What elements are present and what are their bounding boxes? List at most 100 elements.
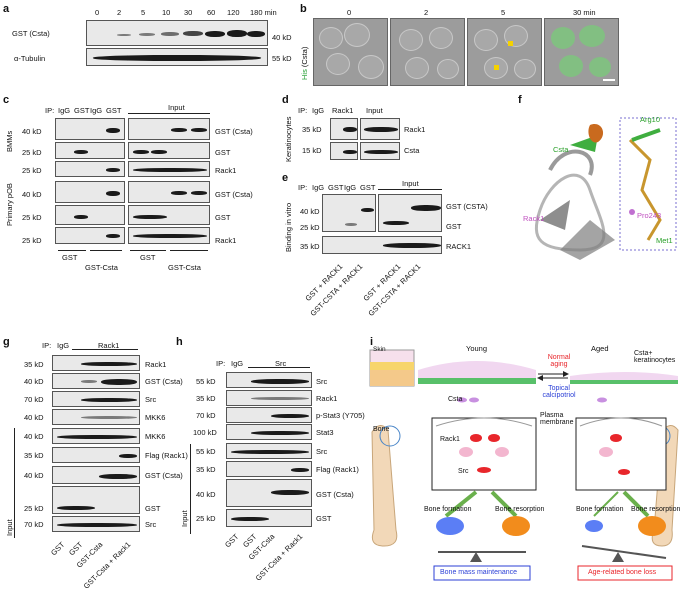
blot (52, 409, 140, 425)
blot (55, 161, 125, 177)
row-label: Flag (Rack1) (145, 451, 188, 460)
row-label: GST (145, 504, 161, 513)
mw-label: 55 kD (196, 447, 216, 456)
src-label: Src (458, 468, 469, 475)
lane-label: GST (328, 183, 344, 192)
mw-label: 40 kD (24, 432, 44, 441)
panel-f-label: f (518, 94, 522, 106)
group-label: BMMs (5, 130, 14, 152)
row-label: Rack1 (316, 394, 338, 403)
mw-label: 40 kD (24, 377, 44, 386)
lane-bottom: GST-Csta (168, 263, 201, 272)
lane-label: GST (74, 106, 90, 115)
row-label: GST (215, 213, 231, 222)
panel-b-label: b (300, 3, 307, 15)
row-label: GST (Csta) (215, 127, 253, 136)
rack1-label: Rack1 (523, 214, 545, 223)
row-label: Csta (404, 146, 420, 155)
row-label: GST (316, 514, 332, 523)
mw-label: 70 kD (24, 395, 44, 404)
mw-label: 40 kD (272, 33, 292, 42)
arg10-label: Arg10 (640, 115, 661, 124)
mw-label: 25 kD (24, 504, 44, 513)
normal-aging-label: Normal aging (547, 354, 571, 368)
mw-label: 35 kD (24, 451, 44, 460)
blot (55, 227, 125, 244)
mw-label: 25 kD (22, 148, 42, 157)
blot (226, 443, 312, 459)
blot (226, 479, 312, 507)
ip-label: IP: (298, 183, 308, 192)
rack1-label: Rack1 (440, 436, 460, 443)
panel-i-label: i (370, 336, 374, 348)
blot (52, 428, 140, 444)
blot (52, 373, 140, 389)
lane-label: IgG (312, 183, 325, 192)
ip-label: IP: (45, 106, 55, 115)
time-label: 0 (347, 8, 352, 17)
lane-label: IgG (344, 183, 357, 192)
blot (52, 355, 140, 371)
mw-label: 70 kD (196, 411, 216, 420)
mw-label: 35 kD (302, 125, 322, 134)
row-label: α-Tubulin (14, 54, 46, 63)
young-label: Young (466, 344, 487, 353)
time-label: 5 (501, 8, 506, 17)
mw-label: 35 kD (196, 465, 216, 474)
row-label: Stat3 (316, 428, 334, 437)
mw-label: 25 kD (22, 236, 42, 245)
time-label: 120 (227, 8, 240, 17)
panel-e-label: e (282, 172, 289, 184)
time-label: 2 (117, 8, 122, 17)
blot (226, 424, 312, 440)
mw-label: 25 kD (22, 213, 42, 222)
input-label: Input (402, 179, 419, 188)
lane-label: GST (106, 106, 122, 115)
mw-label: 35 kD (24, 360, 44, 369)
bone-label: Bone (373, 426, 390, 433)
schematic-diagram (369, 349, 679, 581)
blot (360, 142, 400, 160)
row-label: GST (Csta) (145, 377, 183, 386)
bone-loss-label: Age-related bone loss (588, 569, 657, 576)
mw-label: 35 kD (196, 394, 216, 403)
blot (128, 161, 210, 177)
blot-tubulin (86, 48, 268, 66)
scale-bar (603, 79, 615, 81)
blot (52, 391, 140, 407)
mw-label: 25 kD (22, 166, 42, 175)
panel-c-label: c (3, 94, 10, 106)
bone-resorption-label: Bone resorption (495, 506, 545, 513)
lane-label: IgG (312, 106, 325, 115)
csta-label: Csta (553, 145, 569, 154)
blot (52, 486, 140, 514)
lane-label: IgG (58, 106, 71, 115)
row-label: Src (316, 447, 328, 456)
mw-label: 40 kD (196, 490, 216, 499)
lane-label: IgG (57, 341, 70, 350)
row-label: GST (CSTA) (446, 202, 488, 211)
aged-label: Aged (591, 344, 609, 353)
blot (360, 118, 400, 140)
blot (226, 509, 312, 527)
row-label: GST (Csta) (145, 471, 183, 480)
row-label: GST (Csta) (316, 490, 354, 499)
mw-label: 25 kD (300, 223, 320, 232)
blot (55, 181, 125, 203)
row-label: GST (446, 222, 462, 231)
micrograph-5 (467, 18, 542, 86)
mw-label: 55 kD (272, 54, 292, 63)
blot (226, 390, 312, 406)
mw-label: 55 kD (196, 377, 216, 386)
row-label: Src (316, 377, 328, 386)
time-label: 5 (141, 8, 146, 17)
group-label: Primary pOB (5, 183, 14, 226)
row-label: Rack1 (215, 236, 237, 245)
lane-label: Rack1 (332, 106, 354, 115)
plasma-membrane-label: Plasma membrane (540, 412, 574, 426)
panel-g-label: g (3, 336, 10, 348)
row-label: Src (145, 520, 157, 529)
keratinocytes-label: Keratinocytes (284, 116, 293, 162)
row-label: GST (Csta) (215, 190, 253, 199)
blot (128, 181, 210, 203)
